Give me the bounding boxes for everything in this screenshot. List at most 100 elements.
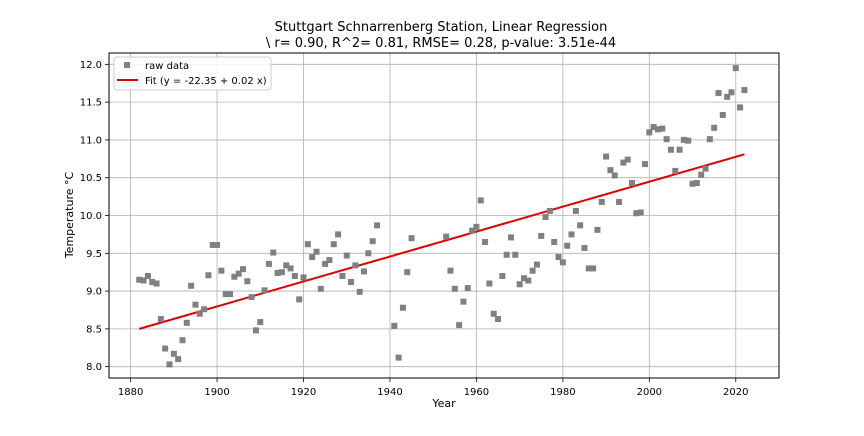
data-point bbox=[443, 233, 450, 240]
data-point bbox=[188, 282, 195, 289]
data-point bbox=[395, 354, 402, 361]
data-point bbox=[477, 197, 484, 204]
data-point bbox=[322, 260, 329, 267]
data-point bbox=[326, 257, 333, 264]
data-point bbox=[581, 245, 588, 251]
chart-subtitle: \ r= 0.90, R^2= 0.81, RMSE= 0.28, p-valu… bbox=[266, 36, 616, 51]
x-axis-label: Year bbox=[431, 397, 456, 410]
data-point bbox=[283, 262, 290, 269]
data-point bbox=[209, 241, 216, 248]
y-tick-label: 11.5 bbox=[80, 98, 102, 109]
data-point bbox=[317, 285, 324, 292]
legend-label-raw-data: raw data bbox=[145, 61, 189, 72]
data-point bbox=[706, 136, 713, 143]
data-point bbox=[162, 345, 169, 352]
y-tick-label: 8.0 bbox=[86, 362, 102, 373]
data-point bbox=[667, 146, 674, 153]
data-point bbox=[741, 87, 748, 94]
data-point bbox=[469, 227, 476, 234]
data-point bbox=[313, 248, 320, 255]
y-tick-label: 9.5 bbox=[86, 249, 102, 260]
data-point bbox=[365, 250, 372, 257]
data-point bbox=[144, 272, 151, 279]
data-point bbox=[361, 268, 368, 275]
data-point bbox=[201, 306, 208, 313]
data-point bbox=[296, 296, 303, 303]
legend: raw data Fit (y = -22.35 + 0.02 x) bbox=[113, 56, 272, 91]
data-point bbox=[533, 261, 540, 268]
x-tick-label: 1960 bbox=[464, 387, 489, 398]
data-point bbox=[646, 129, 653, 136]
y-tick-label: 10.0 bbox=[80, 211, 102, 222]
legend-label-fit: Fit (y = -22.35 + 0.02 x) bbox=[145, 76, 267, 87]
data-point bbox=[654, 126, 661, 133]
data-point bbox=[520, 275, 527, 282]
data-point bbox=[270, 249, 277, 256]
data-point bbox=[309, 254, 316, 261]
data-point bbox=[512, 251, 519, 258]
data-point bbox=[724, 93, 731, 100]
data-point bbox=[136, 276, 143, 283]
data-point bbox=[343, 252, 350, 259]
data-point bbox=[732, 65, 739, 72]
data-point bbox=[529, 267, 536, 274]
data-point bbox=[391, 322, 398, 329]
data-point bbox=[659, 125, 666, 132]
y-axis-label: Temperature °C bbox=[63, 172, 76, 260]
data-point bbox=[244, 278, 251, 285]
data-point bbox=[594, 226, 601, 233]
data-point bbox=[503, 251, 510, 258]
x-axis-ticks: 1880 1900 1920 1940 1960 1980 2000 2020 bbox=[118, 378, 749, 398]
data-point bbox=[637, 209, 644, 216]
data-point bbox=[585, 265, 592, 272]
data-point bbox=[157, 316, 164, 323]
data-point bbox=[633, 210, 640, 217]
legend-box bbox=[113, 56, 272, 91]
data-point bbox=[222, 291, 229, 298]
scatter-points bbox=[136, 65, 748, 368]
data-point bbox=[702, 165, 709, 172]
data-point bbox=[356, 288, 363, 295]
data-point bbox=[698, 171, 705, 178]
data-point bbox=[304, 241, 311, 248]
data-point bbox=[456, 322, 463, 329]
data-point bbox=[538, 232, 545, 239]
y-tick-label: 10.5 bbox=[80, 173, 102, 184]
data-point bbox=[179, 337, 186, 344]
data-point bbox=[196, 310, 203, 317]
data-point bbox=[218, 267, 225, 274]
data-point bbox=[183, 319, 190, 326]
data-point bbox=[473, 223, 480, 230]
data-point bbox=[192, 301, 199, 308]
data-point bbox=[685, 137, 692, 144]
data-point bbox=[300, 274, 307, 281]
data-point bbox=[240, 266, 246, 273]
data-point bbox=[590, 265, 597, 272]
data-point bbox=[499, 272, 506, 279]
data-point bbox=[611, 172, 618, 179]
data-point bbox=[447, 267, 454, 274]
data-point bbox=[153, 280, 160, 287]
data-point bbox=[737, 104, 744, 111]
data-point bbox=[278, 269, 285, 276]
data-point bbox=[170, 350, 177, 357]
x-tick-label: 1980 bbox=[550, 387, 575, 398]
data-point bbox=[227, 291, 234, 298]
grid bbox=[109, 53, 779, 378]
data-point bbox=[607, 167, 614, 174]
data-point bbox=[559, 259, 566, 266]
data-point bbox=[140, 277, 147, 284]
data-point bbox=[291, 272, 298, 279]
data-point bbox=[335, 231, 342, 238]
data-point bbox=[508, 234, 514, 241]
fit-line-layer bbox=[138, 153, 745, 330]
x-tick-label: 1900 bbox=[204, 387, 229, 398]
data-point bbox=[451, 285, 458, 292]
data-point bbox=[525, 277, 532, 284]
data-point bbox=[551, 238, 558, 245]
data-point bbox=[516, 281, 523, 288]
data-point bbox=[166, 361, 173, 368]
data-point bbox=[214, 241, 221, 248]
data-point bbox=[490, 310, 497, 317]
